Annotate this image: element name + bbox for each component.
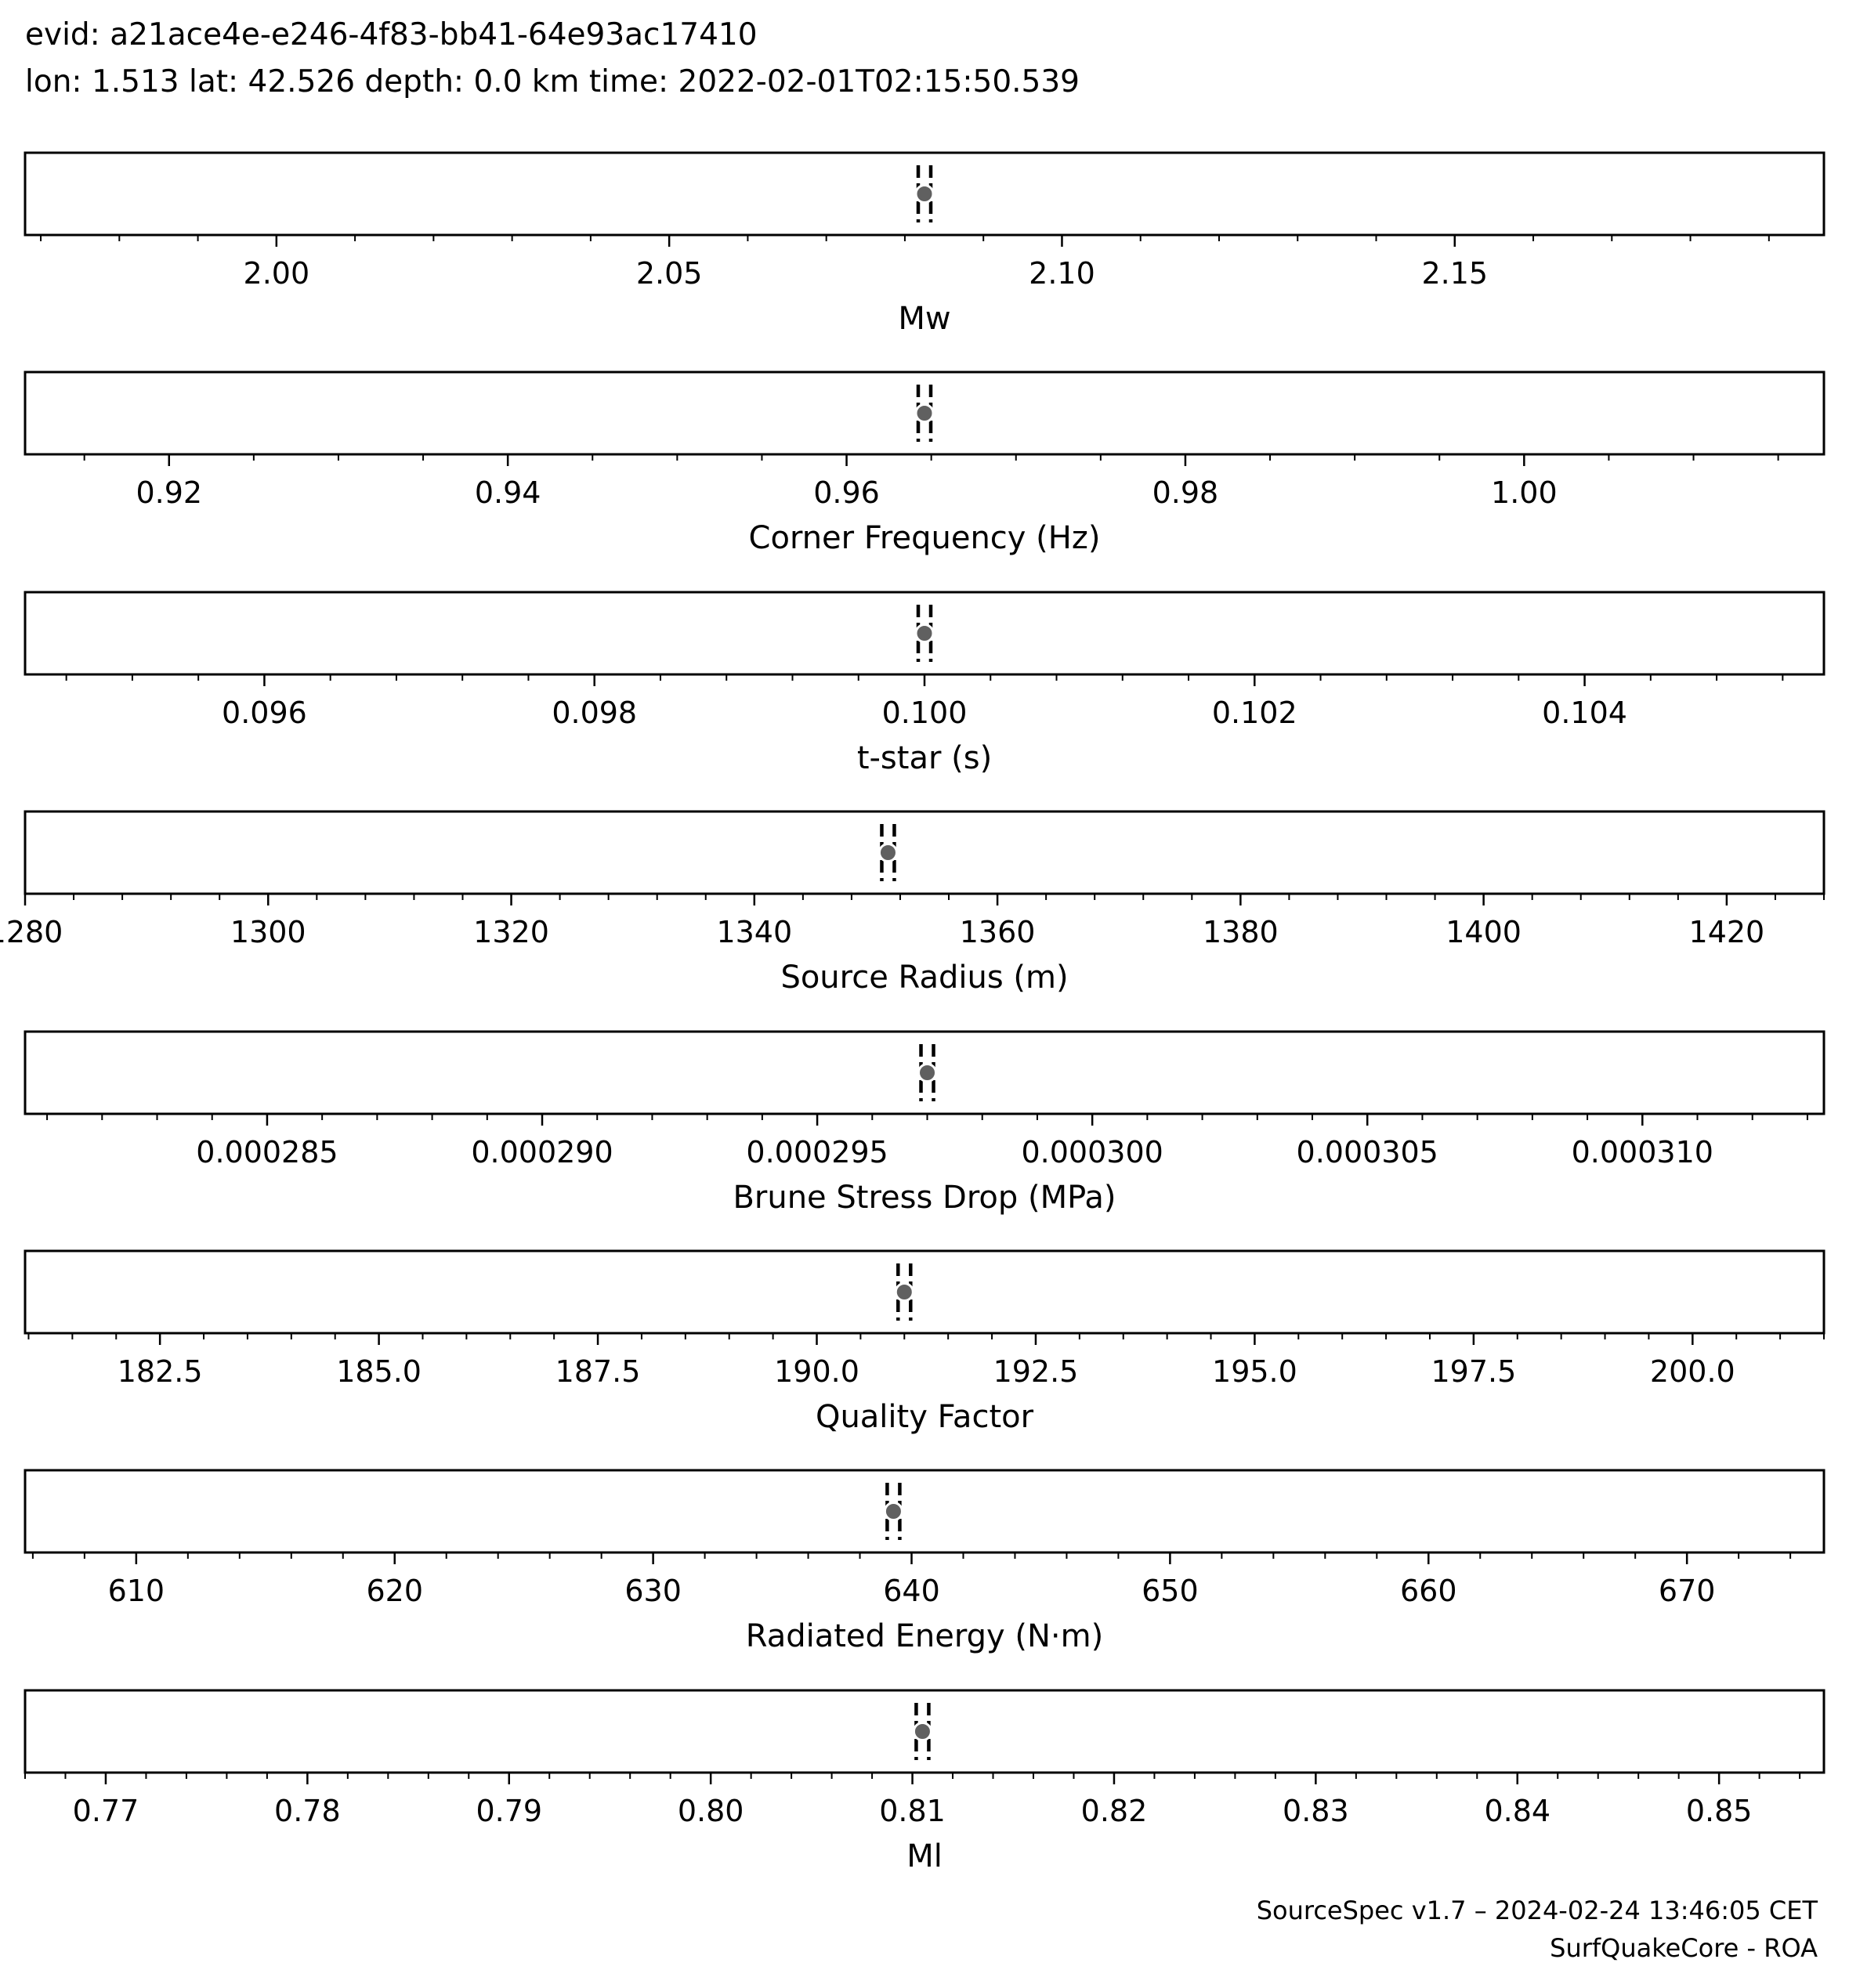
tick-label: 640 xyxy=(883,1574,940,1608)
axis-label: t-star (s) xyxy=(857,740,992,776)
axis-label: Corner Frequency (Hz) xyxy=(749,520,1101,556)
event-id-line: evid: a21ace4e-e246-4f83-bb41-64e93ac174… xyxy=(25,17,758,52)
tick-label: 0.102 xyxy=(1212,696,1297,730)
tick-label: 0.100 xyxy=(882,696,968,730)
panel-t-star-s: 0.096 0.098 0.100 0.102 0.104 t-star (s) xyxy=(24,591,1825,776)
tick-label: 670 xyxy=(1659,1574,1716,1608)
tick-label: 610 xyxy=(108,1574,165,1608)
tick-label: 0.80 xyxy=(678,1794,744,1828)
tick-label: 0.78 xyxy=(274,1794,341,1828)
tick-label: 0.81 xyxy=(879,1794,946,1828)
author-line: SurfQuakeCore - ROA xyxy=(1550,1933,1818,1963)
panel-mw: 2.00 2.05 2.10 2.15 Mw xyxy=(24,151,1825,337)
axis-label: Mw xyxy=(898,301,950,337)
tick-label: 182.5 xyxy=(118,1354,203,1389)
tick-label: 1280 xyxy=(0,915,63,949)
tick-label: 0.000290 xyxy=(471,1135,613,1169)
tick-label: 0.000300 xyxy=(1021,1135,1163,1169)
value-marker xyxy=(912,1722,932,1741)
panel-frame xyxy=(24,1689,1825,1774)
tick-label: 0.096 xyxy=(222,696,307,730)
axis-label: Brune Stress Drop (MPa) xyxy=(733,1180,1116,1216)
tick-label: 0.85 xyxy=(1686,1794,1753,1828)
tick-label: 0.83 xyxy=(1283,1794,1349,1828)
tick-label: 0.98 xyxy=(1152,475,1219,510)
tick-label: 1360 xyxy=(960,915,1036,949)
panel-frame xyxy=(24,1030,1825,1115)
panel-source-radius-m: 1280 1300 1320 1340 1360 1380 1400 1420 Source R… xyxy=(0,810,1825,996)
software-version-line: SourceSpec v1.7 – 2024-02-24 13:46:05 CE… xyxy=(1256,1896,1818,1925)
value-marker xyxy=(914,624,935,643)
tick-label: 192.5 xyxy=(993,1354,1079,1389)
value-marker xyxy=(914,403,935,423)
tick-label: 0.94 xyxy=(475,475,541,510)
tick-label: 0.96 xyxy=(813,475,880,510)
tick-label: 630 xyxy=(624,1574,682,1608)
tick-label: 0.000295 xyxy=(746,1135,888,1169)
panel-ml: 0.77 0.78 0.79 0.80 0.81 0.82 0.83 0.84 0.85 Ml xyxy=(24,1689,1825,1874)
axis-label: Ml xyxy=(906,1838,943,1874)
value-marker xyxy=(877,843,898,862)
tick-label: 2.05 xyxy=(636,256,703,291)
axis-label: Radiated Energy (N·m) xyxy=(746,1618,1103,1654)
tick-label: 190.0 xyxy=(774,1354,859,1389)
tick-label: 650 xyxy=(1142,1574,1199,1608)
tick-label: 0.104 xyxy=(1542,696,1627,730)
tick-label: 195.0 xyxy=(1212,1354,1297,1389)
tick-label: 1300 xyxy=(230,915,306,949)
tick-label: 1420 xyxy=(1689,915,1765,949)
tick-label: 197.5 xyxy=(1431,1354,1516,1389)
panel-brune-stress-drop-mpa: 0.000285 0.000290 0.000295 0.000300 0.000305… xyxy=(24,1030,1825,1216)
tick-label: 0.84 xyxy=(1484,1794,1550,1828)
panel-radiated-energy-n-m: 610 620 630 640 650 660 670 Radiated Energy (N·… xyxy=(24,1469,1825,1654)
tick-label: 0.82 xyxy=(1081,1794,1148,1828)
tick-label: 0.79 xyxy=(476,1794,542,1828)
event-location-line: lon: 1.513 lat: 42.526 depth: 0.0 km tim… xyxy=(25,64,1080,99)
panel-frame xyxy=(24,1249,1825,1335)
tick-label: 2.15 xyxy=(1421,256,1488,291)
value-marker xyxy=(894,1282,914,1302)
tick-label: 0.92 xyxy=(136,475,202,510)
panel-corner-frequency-hz: 0.92 0.94 0.96 0.98 1.00 Corner Frequency (Hz… xyxy=(24,370,1825,556)
panel-frame xyxy=(24,370,1825,456)
tick-label: 1340 xyxy=(716,915,792,949)
axis-label: Quality Factor xyxy=(816,1399,1034,1435)
axis-label: Source Radius (m) xyxy=(780,960,1068,996)
tick-label: 0.000285 xyxy=(196,1135,338,1169)
panel-quality-factor: 182.5 185.0 187.5 190.0 192.5 195.0 197.5 200.0… xyxy=(24,1249,1825,1435)
tick-label: 1380 xyxy=(1203,915,1279,949)
tick-label: 2.10 xyxy=(1029,256,1095,291)
tick-label: 1320 xyxy=(473,915,549,949)
tick-label: 0.77 xyxy=(73,1794,139,1828)
panel-frame xyxy=(24,151,1825,237)
tick-label: 185.0 xyxy=(336,1354,422,1389)
tick-label: 0.098 xyxy=(552,696,637,730)
value-marker xyxy=(914,184,935,204)
tick-label: 0.000310 xyxy=(1572,1135,1713,1169)
tick-label: 1400 xyxy=(1446,915,1522,949)
value-marker xyxy=(917,1063,938,1083)
tick-label: 620 xyxy=(366,1574,423,1608)
tick-label: 2.00 xyxy=(244,256,310,291)
tick-label: 187.5 xyxy=(555,1354,641,1389)
tick-label: 1.00 xyxy=(1491,475,1558,510)
tick-label: 0.000305 xyxy=(1297,1135,1438,1169)
tick-label: 200.0 xyxy=(1650,1354,1735,1389)
value-marker xyxy=(883,1502,903,1521)
panel-frame xyxy=(24,1469,1825,1554)
tick-label: 660 xyxy=(1400,1574,1457,1608)
panel-frame xyxy=(24,810,1825,895)
